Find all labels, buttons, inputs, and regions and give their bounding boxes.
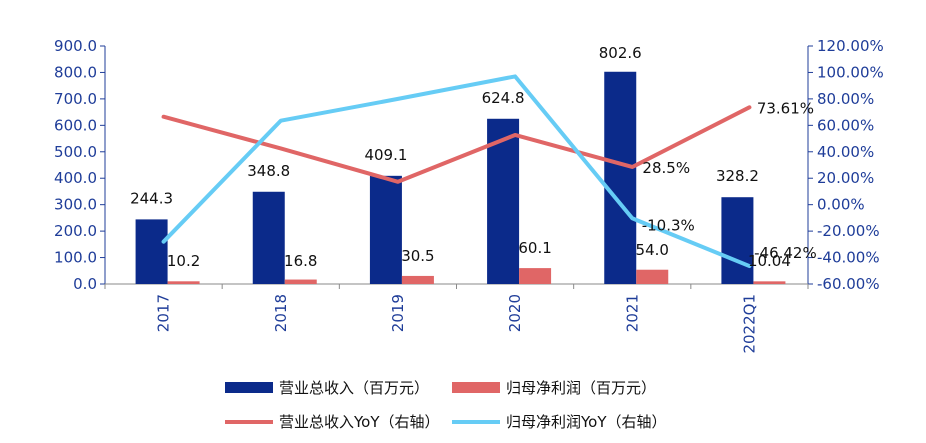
revenue-data-label: 624.8 bbox=[482, 89, 525, 107]
legend-swatch bbox=[225, 382, 273, 393]
revenue-bar bbox=[135, 219, 168, 284]
net-profit-bar bbox=[284, 279, 317, 284]
revenue-data-label: 802.6 bbox=[599, 44, 642, 62]
revenue-data-label: 348.8 bbox=[247, 162, 290, 180]
legend: 营业总收入（百万元） 归母净利润（百万元） 营业总收入YoY（右轴） 归母净利润YoY… bbox=[225, 379, 667, 431]
left-axis-tick-label: 200.0 bbox=[54, 222, 97, 240]
right-axis-tick-label: -40.00% bbox=[817, 249, 880, 267]
data-labels: 244.3 348.8 409.1 624.8 802.6 328.2 10.2 16.8 30… bbox=[130, 44, 817, 270]
right-axis-tick-label: 120.00% bbox=[817, 37, 884, 55]
left-axis-tick-label: 500.0 bbox=[54, 143, 97, 161]
revenue-bar bbox=[487, 118, 520, 284]
revenue-bar bbox=[369, 175, 402, 284]
right-axis-tick-label: 100.00% bbox=[817, 63, 884, 81]
right-axis-tick-label: 60.00% bbox=[817, 116, 874, 134]
legend-label: 营业总收入（百万元） bbox=[279, 379, 429, 397]
legend-label: 归母净利润YoY（右轴） bbox=[506, 413, 667, 431]
net-profit-yoy-label: -46.42% bbox=[754, 244, 817, 262]
net-profit-data-label: 54.0 bbox=[636, 241, 669, 259]
legend-label: 营业总收入YoY（右轴） bbox=[279, 413, 440, 431]
right-axis-tick-label: -60.00% bbox=[817, 275, 880, 293]
left-axis-tick-label: 300.0 bbox=[54, 196, 97, 214]
left-axis-tick-label: 100.0 bbox=[54, 249, 97, 267]
legend-label: 归母净利润（百万元） bbox=[506, 379, 656, 397]
left-axis-tick-label: 800.0 bbox=[54, 63, 97, 81]
net-profit-bar bbox=[401, 275, 434, 284]
x-axis-tick-label: 2017 bbox=[155, 294, 173, 332]
legend-item: 归母净利润YoY（右轴） bbox=[452, 413, 667, 431]
net-profit-bar bbox=[167, 281, 200, 284]
x-axis-tick-label: 2021 bbox=[623, 294, 641, 332]
net-profit-yoy-line bbox=[161, 74, 752, 269]
axes: 0.0 100.0 200.0 300.0 400.0 500.0 600.0 700.0 80… bbox=[54, 37, 884, 354]
revenue-bar bbox=[252, 191, 285, 284]
left-axis-tick-label: 600.0 bbox=[54, 116, 97, 134]
net-profit-bar bbox=[519, 268, 552, 284]
x-axis-tick-label: 2020 bbox=[506, 294, 524, 332]
right-axis-tick-label: -20.00% bbox=[817, 222, 880, 240]
right-axis-tick-label: 80.00% bbox=[817, 90, 874, 108]
legend-item: 营业总收入（百万元） bbox=[225, 379, 429, 397]
lines bbox=[161, 74, 752, 269]
revenue-data-label: 328.2 bbox=[716, 167, 759, 185]
left-axis-tick-label: 400.0 bbox=[54, 169, 97, 187]
left-axis-tick-label: 0.0 bbox=[73, 275, 97, 293]
net-profit-data-label: 10.04 bbox=[748, 252, 791, 270]
x-axis-tick-label: 2018 bbox=[272, 294, 290, 332]
revenue-yoy-label: 28.5% bbox=[642, 159, 690, 177]
revenue-data-label: 409.1 bbox=[364, 146, 407, 164]
net-profit-bar bbox=[636, 269, 669, 284]
net-profit-data-label: 30.5 bbox=[401, 247, 434, 265]
net-profit-data-label: 16.8 bbox=[284, 252, 317, 270]
left-axis-tick-label: 900.0 bbox=[54, 37, 97, 55]
net-profit-yoy-label: -10.3% bbox=[642, 216, 695, 234]
net-profit-data-label: 10.2 bbox=[167, 252, 200, 270]
revenue-bar bbox=[721, 197, 754, 284]
revenue-bar bbox=[604, 71, 637, 284]
left-axis-tick-label: 700.0 bbox=[54, 90, 97, 108]
legend-item: 归母净利润（百万元） bbox=[452, 379, 656, 397]
x-axis-tick-label: 2019 bbox=[389, 294, 407, 332]
revenue-yoy-label: 73.61% bbox=[757, 99, 814, 117]
net-profit-data-label: 60.1 bbox=[518, 239, 551, 257]
bars bbox=[135, 71, 786, 284]
net-profit-bar bbox=[753, 281, 786, 284]
x-axis-tick-label: 2022Q1 bbox=[740, 294, 758, 354]
right-axis-tick-label: 40.00% bbox=[817, 143, 874, 161]
revenue-data-label: 244.3 bbox=[130, 189, 173, 207]
right-axis-tick-label: 20.00% bbox=[817, 169, 874, 187]
legend-swatch bbox=[452, 382, 500, 393]
right-axis-tick-label: 0.00% bbox=[817, 196, 865, 214]
legend-item: 营业总收入YoY（右轴） bbox=[225, 413, 440, 431]
